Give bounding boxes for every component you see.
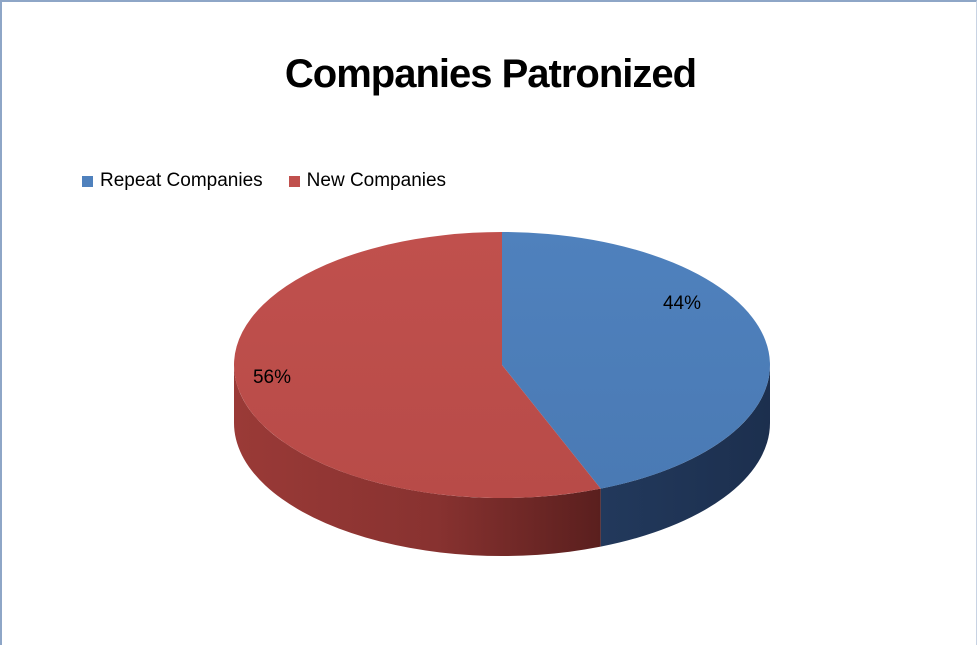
pie-slice-new-companies — [234, 232, 601, 498]
chart-legend: Repeat Companies New Companies — [82, 170, 472, 192]
legend-label-repeat-companies: Repeat Companies — [100, 170, 263, 191]
pie-side-repeat-companies — [600, 365, 771, 547]
legend-item-repeat-companies: Repeat Companies — [82, 170, 263, 192]
legend-swatch-new-companies — [288, 175, 300, 187]
legend-label-new-companies: New Companies — [306, 170, 447, 191]
data-label-repeat-companies: 44% — [663, 293, 701, 314]
legend-item-new-companies: New Companies — [288, 170, 447, 192]
pie-slice-repeat-companies — [502, 232, 771, 489]
data-label-new-companies: 56% — [253, 367, 291, 388]
chart-title: Companies Patronized — [284, 52, 697, 96]
pie-side-new-companies — [234, 365, 601, 557]
legend-swatch-repeat-companies — [82, 175, 93, 187]
